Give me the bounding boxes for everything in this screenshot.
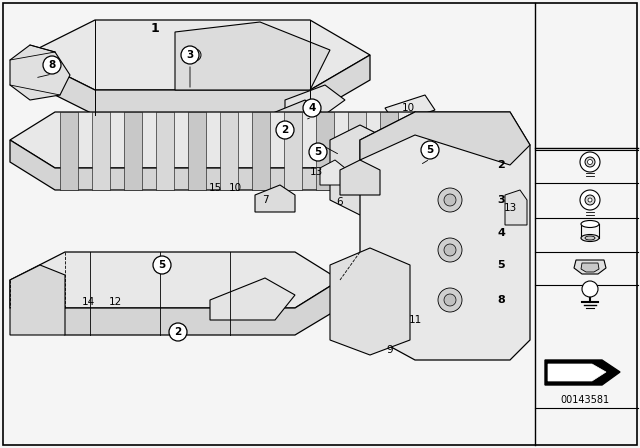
Text: 1: 1 [150, 22, 159, 34]
Circle shape [153, 256, 171, 274]
Polygon shape [10, 280, 340, 335]
Polygon shape [581, 263, 599, 272]
Text: 14: 14 [81, 297, 95, 307]
Circle shape [582, 281, 598, 297]
Polygon shape [330, 125, 390, 215]
Text: 4: 4 [308, 103, 316, 113]
Polygon shape [25, 20, 370, 90]
Text: 3: 3 [497, 195, 505, 205]
Circle shape [438, 188, 462, 212]
Text: 9: 9 [387, 345, 394, 355]
Text: 15: 15 [209, 183, 221, 193]
Circle shape [580, 152, 600, 172]
Circle shape [588, 159, 593, 164]
Polygon shape [220, 112, 238, 190]
Text: 13: 13 [309, 167, 323, 177]
Polygon shape [316, 112, 334, 190]
Polygon shape [156, 112, 174, 190]
Text: 00143581: 00143581 [561, 395, 609, 405]
Circle shape [181, 46, 199, 64]
Circle shape [438, 288, 462, 312]
Polygon shape [175, 22, 330, 90]
Polygon shape [10, 265, 65, 335]
Ellipse shape [585, 236, 595, 240]
Polygon shape [10, 252, 340, 308]
Circle shape [43, 56, 61, 74]
Polygon shape [505, 190, 527, 225]
Polygon shape [285, 85, 345, 118]
Circle shape [588, 198, 592, 202]
Polygon shape [188, 112, 206, 190]
Text: 3: 3 [186, 50, 194, 60]
Text: 13: 13 [504, 203, 516, 213]
Polygon shape [210, 278, 295, 320]
Circle shape [444, 294, 456, 306]
Circle shape [580, 190, 600, 210]
Text: 2: 2 [497, 160, 505, 170]
Polygon shape [320, 160, 345, 185]
Text: 11: 11 [408, 315, 422, 325]
Circle shape [438, 238, 462, 262]
Polygon shape [10, 45, 70, 100]
Text: 12: 12 [108, 297, 122, 307]
Text: 5: 5 [497, 260, 505, 270]
Polygon shape [25, 55, 370, 115]
Text: 2: 2 [174, 327, 182, 337]
Text: 10: 10 [401, 103, 415, 113]
Polygon shape [252, 112, 270, 190]
Text: 2: 2 [282, 125, 289, 135]
Circle shape [585, 195, 595, 205]
Polygon shape [348, 112, 366, 190]
Ellipse shape [581, 234, 599, 241]
Polygon shape [360, 112, 530, 360]
Circle shape [169, 323, 187, 341]
Polygon shape [92, 112, 110, 190]
Circle shape [421, 141, 439, 159]
Polygon shape [574, 260, 606, 274]
Polygon shape [124, 112, 142, 190]
Text: 5: 5 [158, 260, 166, 270]
Polygon shape [385, 95, 435, 123]
Circle shape [276, 121, 294, 139]
Text: 5: 5 [426, 145, 434, 155]
Polygon shape [255, 185, 295, 212]
Polygon shape [10, 112, 465, 168]
Polygon shape [330, 248, 410, 355]
Polygon shape [360, 112, 530, 165]
Circle shape [303, 99, 321, 117]
Polygon shape [268, 100, 325, 133]
Text: 6: 6 [337, 197, 343, 207]
Text: 10: 10 [228, 183, 241, 193]
Text: 5: 5 [314, 147, 322, 157]
Polygon shape [340, 160, 380, 195]
Circle shape [444, 244, 456, 256]
Text: 7: 7 [262, 195, 268, 205]
Circle shape [585, 157, 595, 167]
Polygon shape [545, 360, 620, 385]
Polygon shape [10, 140, 465, 190]
Polygon shape [284, 112, 302, 190]
Ellipse shape [581, 220, 599, 228]
Text: 4: 4 [497, 228, 505, 238]
Polygon shape [548, 364, 606, 381]
Polygon shape [60, 112, 78, 190]
Text: 8: 8 [497, 295, 505, 305]
Text: 8: 8 [49, 60, 56, 70]
Circle shape [309, 143, 327, 161]
Circle shape [444, 194, 456, 206]
Polygon shape [380, 112, 398, 190]
